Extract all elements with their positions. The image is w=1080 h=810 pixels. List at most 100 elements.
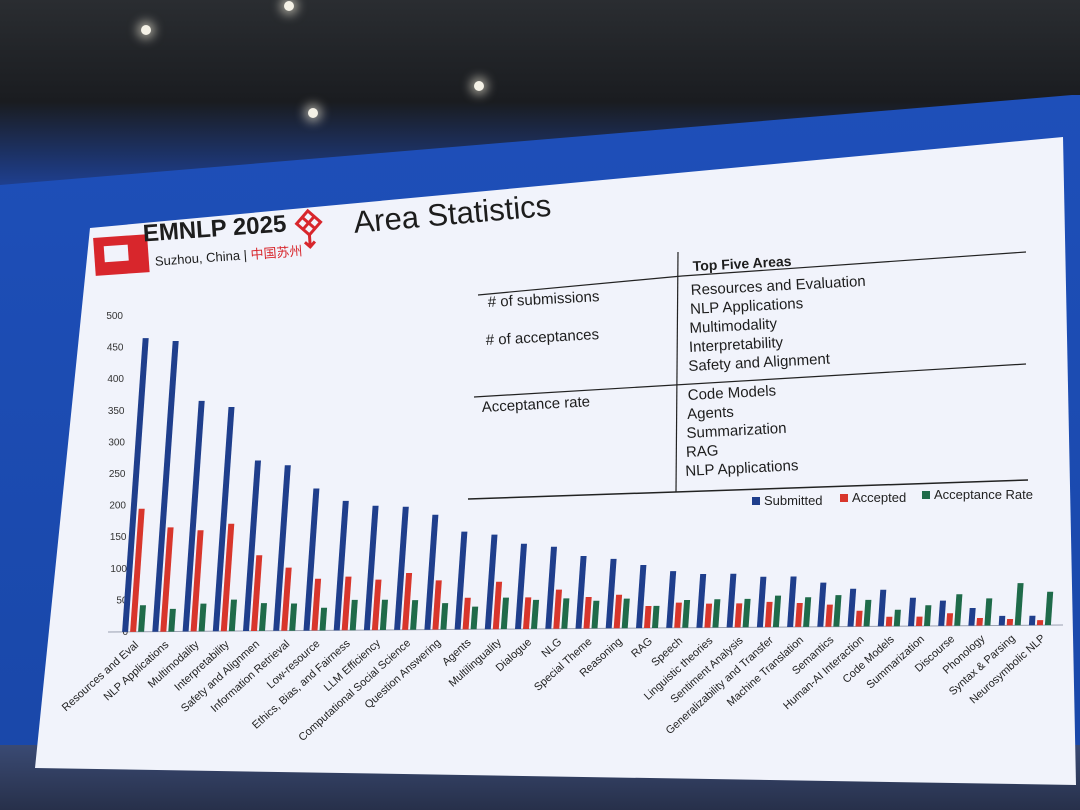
bar-acceptance-rate <box>561 598 570 629</box>
y-tick-label: 300 <box>108 437 125 448</box>
bar-submitted <box>303 488 320 631</box>
bar-submitted <box>394 506 409 630</box>
bar-submitted <box>484 534 498 630</box>
bar-acceptance-rate <box>259 603 267 631</box>
bar-acceptance-rate <box>410 600 419 630</box>
table-header: Top Five Areas <box>692 253 792 274</box>
bar-acceptance-rate <box>138 605 146 632</box>
bar-accepted <box>130 508 145 632</box>
bar-accepted <box>251 555 263 631</box>
legend-item-label: Submitted <box>764 493 823 508</box>
bar-submitted <box>182 400 205 632</box>
bar-submitted <box>333 500 349 631</box>
bar-submitted <box>363 505 379 631</box>
bar-submitted <box>575 556 587 629</box>
bar-accepted <box>583 597 592 629</box>
ceiling-light <box>474 81 484 91</box>
bar-acceptance-rate <box>198 603 207 632</box>
x-category-label: NLG <box>539 636 564 660</box>
bar-submitted <box>515 543 527 629</box>
table-header-rule <box>477 275 683 296</box>
table-area-name: Resources and Evaluation <box>690 273 866 299</box>
bar-acceptance-rate <box>712 599 721 628</box>
bar-acceptance-rate <box>742 598 751 628</box>
logo-mark-icon <box>93 234 150 276</box>
bar-submitted <box>847 588 857 627</box>
bar-accepted <box>855 610 863 627</box>
bar-accepted <box>492 581 503 630</box>
legend-swatch <box>922 491 930 499</box>
ceiling-light <box>308 108 318 118</box>
bar-acceptance-rate <box>349 599 358 631</box>
legend-item-label: Acceptance Rate <box>934 487 1033 502</box>
bar-submitted <box>273 465 291 631</box>
bar-accepted <box>1036 620 1044 626</box>
table-area-name: RAG <box>686 442 719 461</box>
bar-accepted <box>341 576 352 631</box>
x-category-label: RAG <box>629 635 655 660</box>
table-bottom-rule <box>467 479 1029 500</box>
bar-submitted <box>545 546 557 629</box>
bar-accepted <box>734 603 743 628</box>
y-tick-label: 450 <box>107 343 124 354</box>
bar-submitted <box>817 582 827 627</box>
bar-submitted <box>243 460 261 631</box>
bar-accepted <box>220 523 235 632</box>
bar-acceptance-rate <box>1014 583 1024 626</box>
bar-submitted <box>152 341 179 632</box>
bar-accepted <box>946 613 954 626</box>
table-area-name: Summarization <box>686 420 787 442</box>
table-area-name: NLP Applications <box>690 295 804 318</box>
y-tick-label: 350 <box>108 406 125 417</box>
bar-submitted <box>636 565 647 629</box>
bar-acceptance-rate <box>772 595 782 628</box>
y-tick-label: 100 <box>110 564 127 575</box>
bar-acceptance-rate <box>168 608 176 632</box>
table-area-name: Multimodality <box>689 315 778 337</box>
bar-accepted <box>190 530 204 632</box>
bar-accepted <box>371 579 382 631</box>
bar-submitted <box>756 576 767 628</box>
bar-submitted <box>787 576 797 627</box>
bar-accepted <box>1006 619 1014 626</box>
table-area-name: Code Models <box>687 382 776 404</box>
bar-submitted <box>605 558 617 629</box>
bar-acceptance-rate <box>319 607 328 631</box>
legend-item-label: Accepted <box>852 490 906 505</box>
bar-submitted <box>212 407 235 632</box>
bar-acceptance-rate <box>289 603 298 631</box>
bar-submitted <box>122 338 149 632</box>
y-tick-label: 150 <box>110 532 127 543</box>
bar-accepted <box>462 597 471 630</box>
bar-acceptance-rate <box>379 599 388 630</box>
bar-acceptance-rate <box>228 599 237 632</box>
table-divider-vertical <box>675 251 679 493</box>
bar-acceptance-rate <box>500 597 509 630</box>
bar-accepted <box>885 616 893 627</box>
bar-accepted <box>644 606 652 628</box>
bar-submitted <box>1028 615 1036 626</box>
bar-accepted <box>553 589 562 629</box>
bar-accepted <box>432 580 442 630</box>
ceiling-light <box>141 25 151 35</box>
bar-submitted <box>666 571 677 628</box>
bar-acceptance-rate <box>893 609 901 627</box>
bar-acceptance-rate <box>1044 591 1054 626</box>
y-tick-label: 50 <box>116 595 128 606</box>
table-row-rule <box>473 363 1027 398</box>
bar-accepted <box>613 594 623 629</box>
bar-acceptance-rate <box>531 599 540 629</box>
legend-swatch <box>840 494 848 502</box>
bar-submitted <box>454 531 468 630</box>
bar-accepted <box>402 573 413 630</box>
bar-submitted <box>908 597 916 627</box>
table-header-rule <box>681 251 1027 277</box>
bar-acceptance-rate <box>984 598 993 626</box>
bar-submitted <box>726 573 737 628</box>
bar-accepted <box>160 527 174 632</box>
bar-acceptance-rate <box>924 605 932 626</box>
bar-accepted <box>311 578 322 631</box>
bar-submitted <box>938 600 946 626</box>
